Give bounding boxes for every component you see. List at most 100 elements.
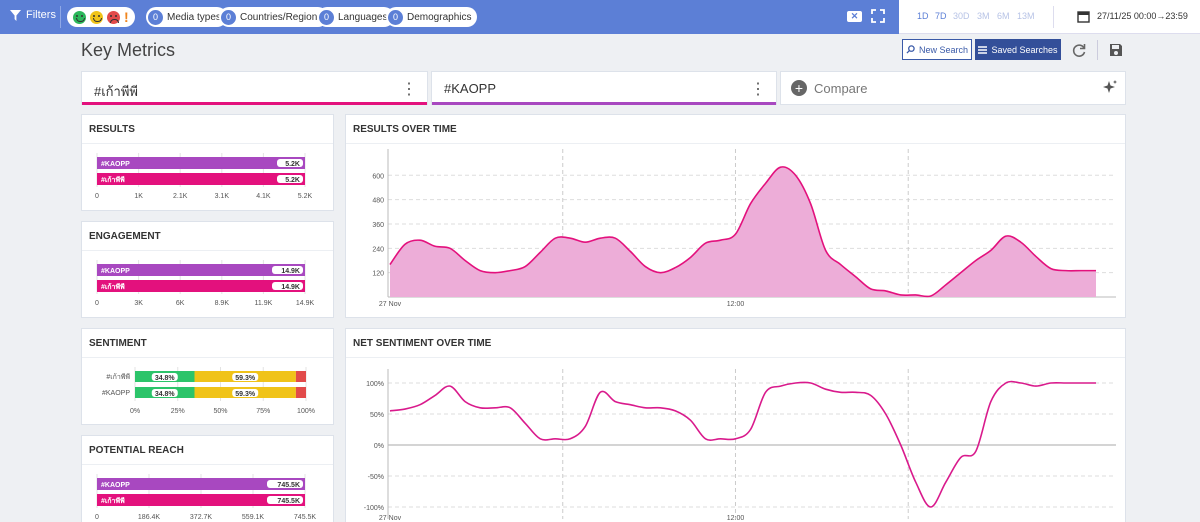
y-tick-label: -100% — [364, 505, 384, 512]
bar-value-label: 745.5K — [277, 482, 300, 489]
x-tick-label: 12:00 — [727, 515, 745, 522]
value-badge — [267, 480, 303, 488]
query-label: #เก้าพีพี — [94, 84, 138, 99]
sad-face-icon[interactable] — [107, 10, 120, 24]
divider — [82, 357, 333, 358]
pill-label: Media types — [167, 11, 221, 23]
results-over-time-chart: 120 240 360 480 600 27 Nov 12:00 — [372, 149, 1116, 308]
bar — [97, 478, 305, 490]
value-badge — [232, 373, 259, 381]
calendar-icon[interactable] — [1077, 10, 1090, 23]
tick-label: 0 — [95, 514, 99, 521]
languages-pill[interactable]: 0 Languages — [317, 7, 394, 27]
range-30d[interactable]: 30D — [953, 11, 970, 21]
saved-searches-label: Saved Searches — [991, 44, 1058, 55]
save-icon[interactable] — [1108, 42, 1124, 58]
demographics-pill[interactable]: 0 Demographics — [386, 7, 478, 27]
engagement-chart: 0 3K 6K 8.9K 11.9K 14.9K #KAOPP 14.9K #เก้าพีพี 1… — [95, 260, 315, 307]
net-sentiment-chart: 100% 50% 0% -50% -100% 27 Nov 12:00 — [364, 369, 1116, 522]
sentiment-filter-pill[interactable]: ! — [67, 7, 135, 27]
value-badge — [232, 389, 259, 397]
tick-label: 75% — [256, 408, 270, 415]
more-options-icon[interactable]: ⋮ — [750, 81, 766, 98]
bar-value-label: 14.9K — [281, 284, 300, 291]
sentiment-segment — [295, 371, 306, 382]
y-tick-label: 100% — [366, 381, 384, 388]
date-toolbar: 1D 7D 30D 3M 6M 13M — [899, 0, 1200, 34]
media-types-pill[interactable]: 0 Media types — [146, 7, 227, 27]
range-1d[interactable]: 1D — [917, 11, 929, 21]
query-tab-2[interactable]: #KAOPP ⋮ — [431, 71, 777, 105]
compare-tab[interactable]: + Compare — [780, 71, 1126, 105]
new-search-button[interactable]: New Search — [902, 39, 972, 60]
net-sentiment-card: NET SENTIMENT OVER TIME 100% 50% 0% -50% -10… — [345, 328, 1126, 522]
tick-label: 0 — [95, 193, 99, 200]
date-range[interactable]: 27/11/25 00:00→23:59 — [1097, 11, 1188, 21]
divider — [60, 6, 61, 28]
query-tab-1[interactable]: #เก้าพีพี ⋮ — [81, 71, 428, 105]
value-badge — [272, 282, 303, 290]
area-fill — [390, 166, 1096, 297]
range-13m[interactable]: 13M — [1017, 11, 1035, 21]
more-options-icon[interactable]: ⋮ — [401, 81, 417, 98]
sparkle-icon[interactable] — [1103, 80, 1117, 94]
tick-label: 50% — [213, 408, 227, 415]
tick-label: 100% — [297, 408, 315, 415]
y-tick-label: 50% — [370, 412, 384, 419]
x-tick-label: 27 Nov — [379, 515, 402, 522]
query-color-bar — [82, 102, 427, 105]
divider — [82, 250, 333, 251]
expand-icon[interactable] — [871, 9, 885, 23]
value-badge — [277, 175, 303, 183]
happy-face-icon[interactable] — [73, 10, 86, 24]
range-3m[interactable]: 3M — [977, 11, 990, 21]
card-title: POTENTIAL REACH — [89, 445, 184, 456]
results-over-time-card: RESULTS OVER TIME 120 240 360 480 600 27 Nov 1… — [345, 114, 1126, 318]
value-badge — [277, 159, 303, 167]
range-7d[interactable]: 7D — [935, 11, 947, 21]
divider — [82, 143, 333, 144]
countries-pill[interactable]: 0 Countries/Regions — [219, 7, 329, 27]
neutral-face-icon[interactable] — [90, 10, 103, 24]
card-title: RESULTS — [89, 124, 135, 135]
x-tick-label: 27 Nov — [379, 301, 402, 308]
bar-category-label: #KAOPP — [101, 161, 130, 168]
query-label: #KAOPP — [444, 81, 497, 96]
add-icon[interactable]: + — [791, 80, 807, 96]
tick-label: 186.4K — [138, 514, 161, 521]
filters-button[interactable]: Filters — [10, 9, 56, 21]
bar — [97, 280, 305, 292]
list-icon — [978, 45, 988, 54]
bar-value-label: 5.2K — [285, 161, 300, 168]
filters-label: Filters — [26, 9, 56, 21]
y-tick-label: 600 — [372, 173, 384, 180]
pill-count: 0 — [148, 9, 163, 25]
tick-label: 14.9K — [296, 300, 315, 307]
filter-icon — [10, 9, 21, 21]
tick-label: 8.9K — [215, 300, 230, 307]
exclamation-icon[interactable]: ! — [124, 8, 129, 25]
refresh-icon[interactable] — [1071, 42, 1087, 58]
bar-value-label: 5.2K — [285, 177, 300, 184]
saved-searches-button[interactable]: Saved Searches — [975, 39, 1061, 60]
compare-label: Compare — [814, 81, 868, 96]
tick-label: 3K — [134, 300, 143, 307]
engagement-card: ENGAGEMENT 0 3K 6K 8.9K 11.9K 14.9K #KAOPP 14.9… — [81, 221, 334, 318]
bar-category-label: #KAOPP — [101, 268, 130, 275]
category-label: #KAOPP — [102, 390, 130, 397]
potential-reach-card: POTENTIAL REACH 0 186.4K 372.7K 559.1K 745.5… — [81, 435, 334, 522]
range-6m[interactable]: 6M — [997, 11, 1010, 21]
y-tick-label: 360 — [372, 222, 384, 229]
card-title: ENGAGEMENT — [89, 231, 161, 242]
category-label: #เก้าพีพี — [106, 373, 130, 381]
bar-category-label: #เก้าพีพี — [101, 175, 125, 184]
tick-label: 372.7K — [190, 514, 213, 521]
divider — [1097, 40, 1098, 60]
clear-filters-button[interactable]: ✕ — [847, 11, 862, 22]
y-tick-label: 120 — [372, 271, 384, 278]
y-tick-label: 0% — [374, 443, 384, 450]
segment-value-label: 59.3% — [235, 375, 256, 382]
divider — [346, 357, 1125, 358]
card-title: RESULTS OVER TIME — [353, 124, 457, 135]
x-tick-label: 12:00 — [727, 301, 745, 308]
